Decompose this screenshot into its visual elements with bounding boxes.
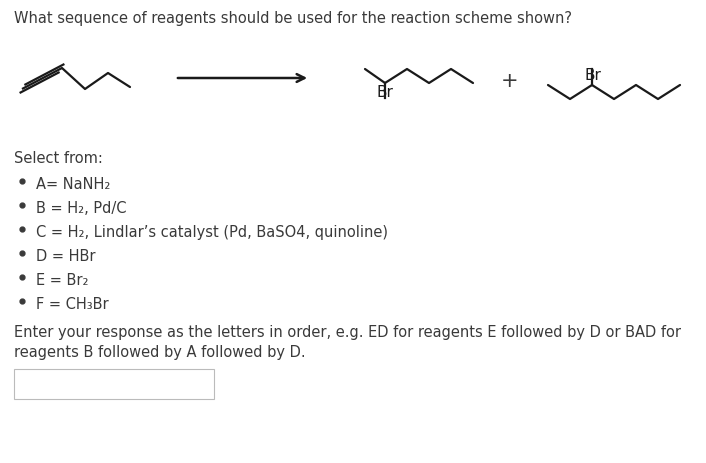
Text: reagents B followed by A followed by D.: reagents B followed by A followed by D.	[14, 345, 306, 360]
Text: D = HBr: D = HBr	[36, 249, 95, 264]
Text: Select from:: Select from:	[14, 151, 103, 166]
Text: Br: Br	[377, 85, 394, 100]
Text: Enter your response as the letters in order, e.g. ED for reagents E followed by : Enter your response as the letters in or…	[14, 325, 681, 340]
Text: F = CH₃Br: F = CH₃Br	[36, 297, 109, 312]
Text: B = H₂, Pd/C: B = H₂, Pd/C	[36, 201, 126, 216]
Text: C = H₂, Lindlar’s catalyst (Pd, BaSO4, quinoline): C = H₂, Lindlar’s catalyst (Pd, BaSO4, q…	[36, 225, 388, 240]
Text: Br: Br	[584, 68, 601, 83]
Text: What sequence of reagents should be used for the reaction scheme shown?: What sequence of reagents should be used…	[14, 11, 572, 26]
FancyBboxPatch shape	[14, 369, 214, 399]
Text: A= NaNH₂: A= NaNH₂	[36, 177, 110, 192]
Text: +: +	[501, 71, 519, 91]
Text: E = Br₂: E = Br₂	[36, 273, 88, 288]
